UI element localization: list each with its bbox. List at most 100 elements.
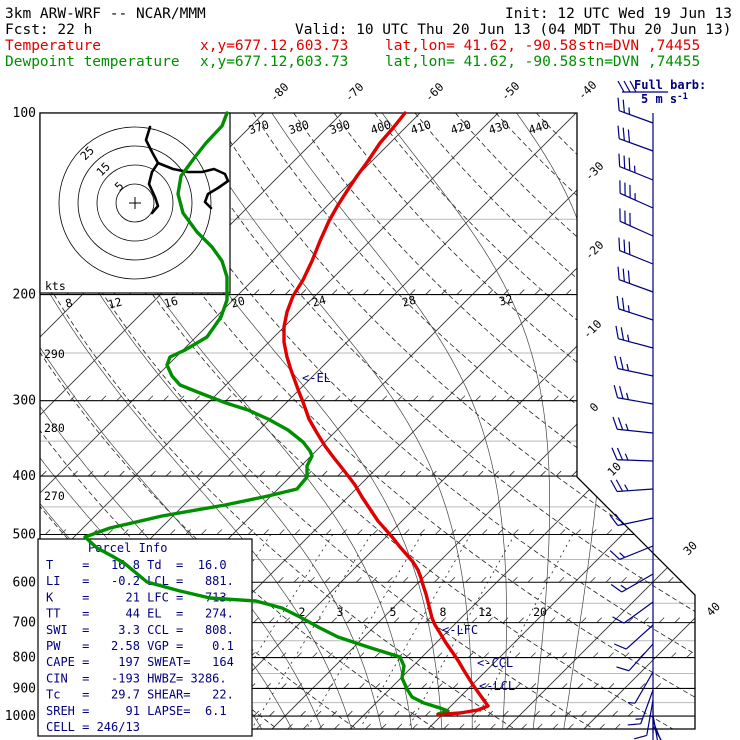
isotherm-tick — [481, 529, 488, 535]
isotherm-tick — [636, 576, 643, 583]
isotherm-tick — [599, 723, 605, 729]
isotherm-tick — [440, 617, 447, 623]
mixing-ratio-line — [408, 534, 516, 727]
parcel-info-rows: T = 16.8 Td = 16.0LI = -0.2 LCL = 881.K … — [46, 558, 234, 734]
dry-adiabat-line — [536, 113, 695, 729]
wind-barb — [614, 355, 654, 377]
isotherm-tick — [287, 723, 293, 729]
isotherm-tick — [450, 529, 457, 535]
parcel-info-row: Tc = 29.7 SHEAR= 22. — [46, 688, 234, 702]
isotherm-tick — [241, 395, 247, 402]
temperature-latlon: lat,lon= 41.62, -90.58 — [385, 38, 577, 54]
isotherm-tick — [163, 395, 169, 402]
isotherm-tick — [544, 113, 551, 114]
isotherm-tick — [380, 723, 387, 729]
isotherm-tick — [318, 723, 325, 729]
sounding-curves — [83, 111, 490, 717]
isotherm-tick — [41, 470, 47, 477]
isotherm-tick — [502, 617, 509, 623]
isotherm-tick — [528, 113, 535, 114]
isotherm-tick — [337, 470, 344, 477]
hodograph-trace — [147, 161, 160, 215]
isotherm-tick — [536, 723, 543, 729]
dry-adiabat-line — [576, 113, 695, 729]
isotherm-tick — [452, 683, 459, 689]
isotherm-tick — [612, 289, 619, 295]
isotherm-tick — [60, 529, 67, 535]
isotherm-tick — [449, 576, 456, 583]
isotherm-tick — [577, 683, 584, 689]
isotherm-tick — [670, 652, 677, 658]
moist-adiabat-line — [506, 113, 604, 729]
isotherm-tick — [568, 395, 575, 402]
isotherm-tick — [561, 683, 568, 689]
isotherm-tick — [228, 470, 234, 477]
isotherm-tick — [372, 113, 379, 114]
isotherm-tick — [259, 470, 266, 477]
hodograph-ring — [115, 183, 155, 223]
isotherm-tick — [435, 113, 441, 114]
isotherm-tick — [343, 683, 350, 689]
isotherm-tick — [327, 683, 334, 689]
isotherm-tick — [294, 113, 301, 114]
pressure-label: 500 — [13, 528, 36, 543]
isotherm-tick — [165, 470, 172, 477]
isotherm-tick — [393, 710, 400, 717]
isotherm-tick — [425, 710, 431, 717]
isotherm-tick — [72, 470, 78, 477]
barb-legend-units: 5 m s-1 — [641, 92, 688, 106]
pressure-label: 1000 — [5, 709, 36, 724]
isotherm-tick — [374, 683, 381, 689]
dewpoint-station: stn=DVN ,74455 — [578, 54, 700, 70]
model-title: 3km ARW-WRF -- NCAR/MMM — [5, 6, 206, 22]
isotherm-tick — [300, 289, 307, 295]
isotherm-tick — [325, 529, 332, 535]
init-time: Init: 12 UTC Wed 19 Jun 13 — [505, 6, 732, 22]
dewpoint-latlon: lat,lon= 41.62, -90.58 — [385, 54, 577, 70]
isotherm-tick — [387, 576, 393, 583]
grid-line-label: 410 — [409, 117, 433, 137]
isotherm-tick — [668, 576, 674, 583]
wind-barb — [619, 180, 654, 209]
isotherm-tick — [499, 683, 506, 689]
isotherm-tick — [434, 576, 440, 583]
isotherm-tick — [350, 395, 356, 402]
isotherm-tick — [633, 470, 640, 477]
wind-barb — [609, 545, 654, 561]
isotherm-tick — [269, 710, 275, 717]
parcel-info-row: SWI = 3.3 CCL = 808. — [46, 623, 234, 637]
isotherm-tick — [623, 652, 630, 658]
dry-adiabat-line — [414, 113, 695, 729]
barb-legend-sample — [617, 80, 668, 93]
isotherm-tick — [509, 470, 515, 477]
grid-line-label: 30 — [680, 538, 700, 558]
parcel-info-row: SREH = 91 LAPSE= 6.1 — [46, 704, 227, 718]
isotherm-tick — [346, 617, 353, 623]
dry-adiabat-line — [40, 113, 515, 729]
isotherm-tick — [580, 617, 587, 623]
hodograph-trace — [144, 125, 230, 210]
pressure-label: 100 — [13, 106, 36, 121]
level-marker-lcl: <-LCL — [479, 679, 515, 693]
isotherm-tick — [138, 113, 145, 114]
isotherm-tick — [591, 529, 597, 535]
parcel-info-row: T = 16.8 Td = 16.0 — [46, 558, 227, 572]
isotherm-tick — [169, 529, 176, 535]
isotherm-tick — [690, 289, 695, 295]
level-marker-ccl: <-CCL — [477, 656, 513, 670]
grid-line-label: 440 — [527, 117, 551, 137]
wind-barb — [619, 208, 654, 237]
isotherm-tick — [60, 113, 67, 114]
isotherm-tick — [154, 113, 161, 114]
wind-barb — [610, 573, 654, 593]
wind-barb — [615, 325, 654, 349]
isotherm-tick — [201, 529, 207, 535]
isotherm-tick — [319, 395, 325, 402]
isotherm-tick — [409, 289, 416, 295]
isotherm-tick — [310, 113, 317, 114]
wind-barb — [618, 237, 654, 265]
isotherm-tick — [412, 723, 418, 729]
grid-line-label: 20 — [229, 294, 246, 311]
isotherm-tick — [331, 710, 338, 717]
